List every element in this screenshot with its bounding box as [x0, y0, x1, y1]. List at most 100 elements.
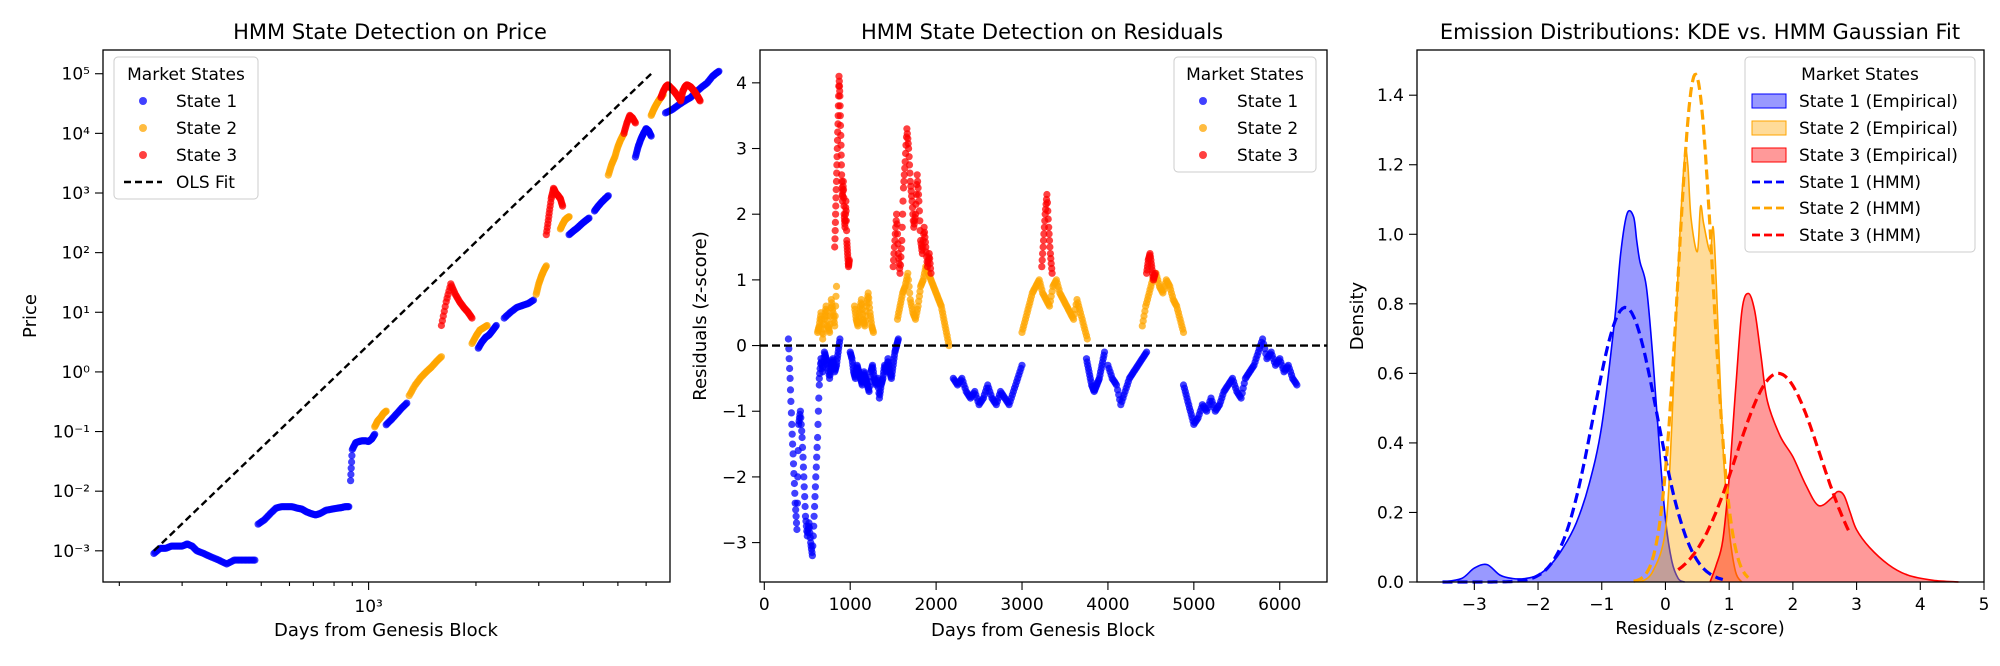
data-point — [798, 443, 807, 451]
data-point — [831, 227, 839, 235]
hmm-gaussian-line — [1633, 72, 1750, 583]
data-point — [1293, 381, 1301, 389]
legend-title: Market States — [127, 65, 245, 85]
data-point — [801, 493, 809, 501]
data-point — [797, 414, 805, 422]
data-point — [945, 342, 953, 350]
data-point — [839, 177, 847, 185]
data-point — [785, 355, 793, 363]
data-point — [1179, 328, 1188, 336]
data-point — [787, 409, 796, 417]
x-tick-label: −2 — [1526, 595, 1551, 615]
data-point — [897, 245, 905, 253]
data-point — [715, 67, 723, 75]
data-point — [837, 131, 845, 139]
data-point — [838, 171, 846, 179]
data-point — [832, 202, 840, 210]
data-point — [1044, 215, 1052, 223]
data-point — [842, 217, 850, 225]
data-point — [813, 443, 821, 451]
y-tick-label: −3 — [722, 534, 747, 554]
data-point — [914, 177, 922, 185]
data-point — [371, 430, 379, 438]
data-point — [832, 194, 840, 202]
legend-marker-state-2 — [1199, 124, 1207, 132]
data-point — [789, 460, 798, 468]
data-point — [831, 312, 839, 320]
y-tick-label: 1.4 — [1377, 86, 1404, 106]
data-point — [1039, 250, 1047, 258]
data-point — [798, 427, 806, 435]
y-tick-label: 1.0 — [1377, 225, 1404, 245]
data-point — [826, 328, 834, 336]
legend-entry: State 2 — [176, 119, 237, 139]
data-point — [796, 407, 805, 415]
legend-entry: State 3 (Empirical) — [1799, 146, 1958, 166]
data-point — [1100, 348, 1109, 356]
data-point — [832, 177, 841, 185]
legend-marker-state-2 — [139, 124, 147, 132]
data-point — [839, 186, 848, 194]
data-point — [437, 353, 445, 361]
data-point — [896, 269, 904, 277]
legend-marker-state-1 — [139, 97, 147, 105]
data-point — [1083, 335, 1091, 343]
emission-panel: Emission Distributions: KDE vs. HMM Gaus… — [1347, 20, 1989, 639]
data-point — [916, 217, 924, 225]
data-point — [927, 269, 935, 277]
data-point — [696, 97, 704, 105]
legend-box — [1744, 56, 1976, 253]
data-point — [1048, 269, 1056, 277]
data-point — [905, 282, 913, 290]
data-point — [842, 197, 850, 205]
data-point — [814, 433, 822, 442]
legend-marker-state-3 — [139, 151, 147, 159]
data-marks — [760, 72, 1327, 560]
legend-box — [113, 56, 259, 200]
data-point — [842, 207, 850, 215]
data-point — [893, 220, 901, 228]
kde-area — [1710, 293, 1959, 582]
data-point — [836, 112, 844, 120]
data-point — [529, 296, 538, 304]
axis-ticks: −3 −2 −1 0 1 2 3 4 5 0.0 0.2 0.4 0.6 0.8 1.0 1.2 1.4 — [1377, 86, 1989, 615]
data-point — [345, 503, 353, 511]
data-point — [792, 512, 800, 520]
kde-outline — [1442, 209, 1685, 583]
data-point — [893, 230, 902, 238]
data-point — [786, 374, 794, 382]
y-tick-label: 1.2 — [1377, 156, 1404, 176]
data-point — [836, 335, 844, 343]
legend-marker-state-3 — [1199, 151, 1207, 159]
data-point — [812, 463, 820, 471]
x-tick-label: 3000 — [1000, 595, 1043, 615]
data-point — [792, 519, 801, 527]
data-point — [788, 420, 796, 428]
data-point — [1039, 243, 1047, 251]
data-point — [1045, 230, 1053, 238]
x-tick-label: 3 — [1851, 595, 1862, 615]
data-point — [889, 263, 897, 271]
legend-entry: State 1 — [176, 92, 237, 112]
data-point — [794, 473, 802, 481]
data-point — [483, 321, 491, 330]
kde-area — [1640, 149, 1742, 582]
chart-title: Emission Distributions: KDE vs. HMM Gaus… — [1440, 20, 1960, 44]
data-point — [831, 235, 839, 243]
y-tick-label: −2 — [722, 468, 747, 488]
data-point — [811, 502, 819, 511]
data-point — [904, 276, 913, 284]
data-point — [647, 132, 655, 140]
data-point — [1038, 256, 1046, 264]
data-point — [793, 525, 801, 534]
y-axis-label: Price — [20, 294, 41, 338]
data-point — [809, 542, 817, 550]
legend-entry: OLS Fit — [176, 173, 235, 193]
data-point — [789, 440, 797, 448]
data-point — [1045, 236, 1054, 245]
data-point — [800, 483, 808, 491]
data-point — [810, 522, 818, 530]
data-point — [814, 407, 823, 415]
data-point — [837, 161, 846, 169]
data-point — [898, 236, 906, 245]
